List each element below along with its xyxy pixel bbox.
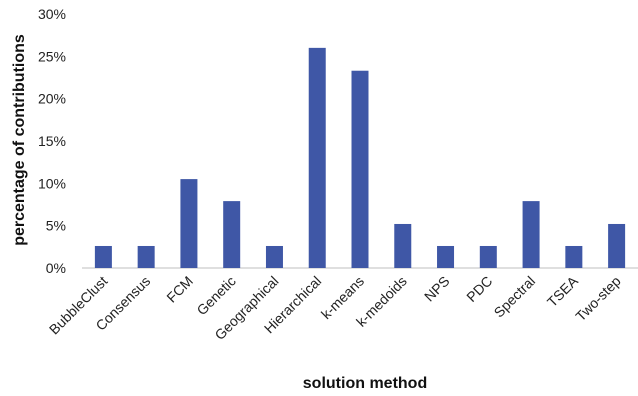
y-tick-label: 10% <box>38 175 66 191</box>
y-tick-label: 20% <box>38 91 66 107</box>
bar <box>137 245 155 268</box>
y-tick-label: 5% <box>46 218 66 234</box>
bar <box>351 70 369 268</box>
bar <box>522 201 540 268</box>
bar <box>437 245 455 268</box>
x-axis-title: solution method <box>303 375 427 392</box>
bar <box>394 223 412 268</box>
x-tick-label: FCM <box>163 273 196 306</box>
x-tick-label: Spectral <box>491 273 539 321</box>
bar <box>180 179 198 268</box>
bar <box>265 245 283 268</box>
x-tick-label: Two-step <box>572 273 624 325</box>
y-tick-label: 0% <box>46 260 66 276</box>
bars <box>94 47 626 268</box>
bar <box>479 245 497 268</box>
bar <box>565 245 583 268</box>
x-tick-label: PDC <box>463 273 495 305</box>
x-tick-label: TSEA <box>544 272 582 310</box>
y-tick-label: 15% <box>38 133 66 149</box>
bar <box>94 245 112 268</box>
y-axis-title: percentage of contributions <box>11 34 28 246</box>
bar <box>223 201 241 268</box>
y-tick-label: 30% <box>38 6 66 22</box>
bar <box>308 47 326 268</box>
x-tick-label: NPS <box>421 273 453 305</box>
bar <box>608 223 626 268</box>
y-axis-ticks: 0% 5% 10% 15% 20% 25% 30% <box>38 6 66 276</box>
y-tick-label: 25% <box>38 48 66 64</box>
